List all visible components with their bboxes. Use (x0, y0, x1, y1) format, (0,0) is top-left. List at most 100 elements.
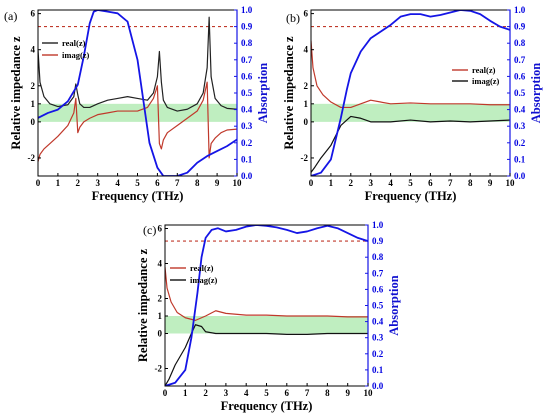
y-tick-label: 6 (304, 9, 309, 19)
x-tick-label: 4 (115, 178, 120, 188)
x-tick-label: 9 (215, 178, 220, 188)
y2-tick-label: 0.4 (372, 317, 384, 327)
y-tick-label: -2 (155, 364, 163, 374)
y2-tick-label: 0.2 (241, 138, 253, 148)
y-tick-label: 2 (31, 81, 36, 91)
x-tick-label: 5 (135, 178, 140, 188)
y2-tick-label: 0.8 (241, 38, 253, 48)
y2-tick-label: 0.7 (372, 268, 384, 278)
y2-axis-label: Absorption (387, 275, 401, 335)
legend-label: real(z) (190, 263, 214, 273)
impedance-band (38, 103, 237, 122)
impedance-band (311, 103, 510, 122)
y-axis-label: Relative impedance z (282, 36, 296, 150)
chart-panel-3: 0 1 2 3 4 5 6 7 8 9 10 -2 0 1 2 4 6 0.0 0.1 0.2 0.3 0.4 0.5 0.6… (136, 220, 401, 413)
y2-tick-label: 0.2 (372, 349, 384, 359)
y-tick-label: 1 (158, 311, 163, 321)
y-tick-label: -2 (301, 153, 309, 163)
y-tick-label: 1 (304, 99, 309, 109)
y2-tick-label: 0.1 (514, 154, 526, 164)
x-tick-label: 10 (233, 178, 243, 188)
y2-tick-label: 0.0 (241, 171, 253, 181)
y-tick-label: 0 (304, 117, 309, 127)
x-tick-label: 1 (56, 178, 61, 188)
y2-tick-label: 0.3 (514, 121, 526, 131)
plot-frame (310, 9, 511, 177)
x-axis-label: Frequency (THz) (365, 189, 457, 203)
x-tick-label: 7 (305, 388, 310, 398)
x-tick-label: 2 (349, 178, 354, 188)
y2-tick-label: 0.6 (241, 71, 253, 81)
y2-tick-label: 0.3 (372, 333, 384, 343)
y2-tick-label: 0.0 (514, 171, 526, 181)
y-axis-label: Relative impedance z (9, 36, 23, 150)
y-tick-label: 2 (304, 81, 309, 91)
x-axis-label: Frequency (THz) (92, 189, 184, 203)
y2-tick-label: 0.6 (372, 284, 384, 294)
y2-tick-label: 0.8 (372, 252, 384, 262)
series-line-absorption (165, 225, 368, 386)
y-tick-label: 4 (304, 45, 309, 55)
x-tick-label: 2 (203, 388, 208, 398)
series-line-absorption (38, 10, 237, 176)
y-tick-label: 0 (158, 329, 163, 339)
x-tick-label: 6 (285, 388, 290, 398)
y2-tick-label: 0.7 (514, 55, 526, 65)
series-line-realz (165, 266, 368, 321)
y2-tick-label: 0.6 (514, 71, 526, 81)
y-tick-label: 0 (31, 117, 36, 127)
y2-tick-label: 0.0 (372, 381, 384, 391)
x-tick-label: 5 (408, 178, 413, 188)
x-tick-label: 7 (448, 178, 453, 188)
series-line-absorption (311, 10, 510, 176)
x-tick-label: 0 (309, 178, 314, 188)
legend-label: imag(z) (190, 275, 218, 285)
y2-tick-label: 0.5 (514, 88, 526, 98)
y2-tick-label: 0.5 (372, 301, 384, 311)
y-tick-label: 2 (158, 294, 163, 304)
panel-label: (b) (286, 11, 300, 25)
x-tick-label: 3 (95, 178, 100, 188)
y2-tick-label: 0.5 (241, 88, 253, 98)
x-tick-label: 3 (368, 178, 373, 188)
x-tick-label: 8 (468, 178, 473, 188)
y2-tick-label: 1.0 (372, 220, 384, 230)
y2-tick-label: 1.0 (241, 5, 253, 15)
y-tick-label: 4 (158, 259, 163, 269)
series-line-imagz (38, 81, 237, 162)
series-line-imagz (165, 324, 368, 386)
legend-label: imag(z) (62, 50, 90, 60)
series-line-realz (38, 16, 237, 112)
y2-tick-label: 0.9 (514, 22, 526, 32)
panel-label: (a) (4, 9, 17, 23)
x-tick-label: 10 (506, 178, 516, 188)
x-tick-label: 0 (163, 388, 168, 398)
series-line-realz (311, 40, 510, 109)
x-tick-label: 4 (388, 178, 393, 188)
y2-tick-label: 0.4 (514, 105, 526, 115)
panel-label: (c) (143, 223, 156, 237)
x-tick-label: 3 (224, 388, 229, 398)
y2-axis-label: Absorption (256, 63, 270, 123)
y2-tick-label: 0.1 (372, 365, 384, 375)
y-tick-label: -2 (28, 153, 36, 163)
x-tick-label: 8 (325, 388, 330, 398)
y-tick-label: 1 (31, 99, 36, 109)
y-axis-label: Relative impedance z (136, 248, 150, 362)
x-tick-label: 7 (175, 178, 180, 188)
x-tick-label: 1 (329, 178, 334, 188)
x-axis-label: Frequency (THz) (221, 399, 313, 413)
x-tick-label: 9 (488, 178, 493, 188)
x-tick-label: 4 (244, 388, 249, 398)
y2-tick-label: 0.9 (372, 236, 384, 246)
y-tick-label: 6 (31, 9, 36, 19)
x-tick-label: 1 (183, 388, 188, 398)
y2-tick-label: 0.2 (514, 138, 526, 148)
y2-tick-label: 0.9 (241, 22, 253, 32)
x-tick-label: 10 (364, 388, 374, 398)
x-tick-label: 6 (155, 178, 160, 188)
x-tick-label: 0 (36, 178, 41, 188)
y2-tick-label: 0.4 (241, 105, 253, 115)
x-tick-label: 9 (345, 388, 350, 398)
